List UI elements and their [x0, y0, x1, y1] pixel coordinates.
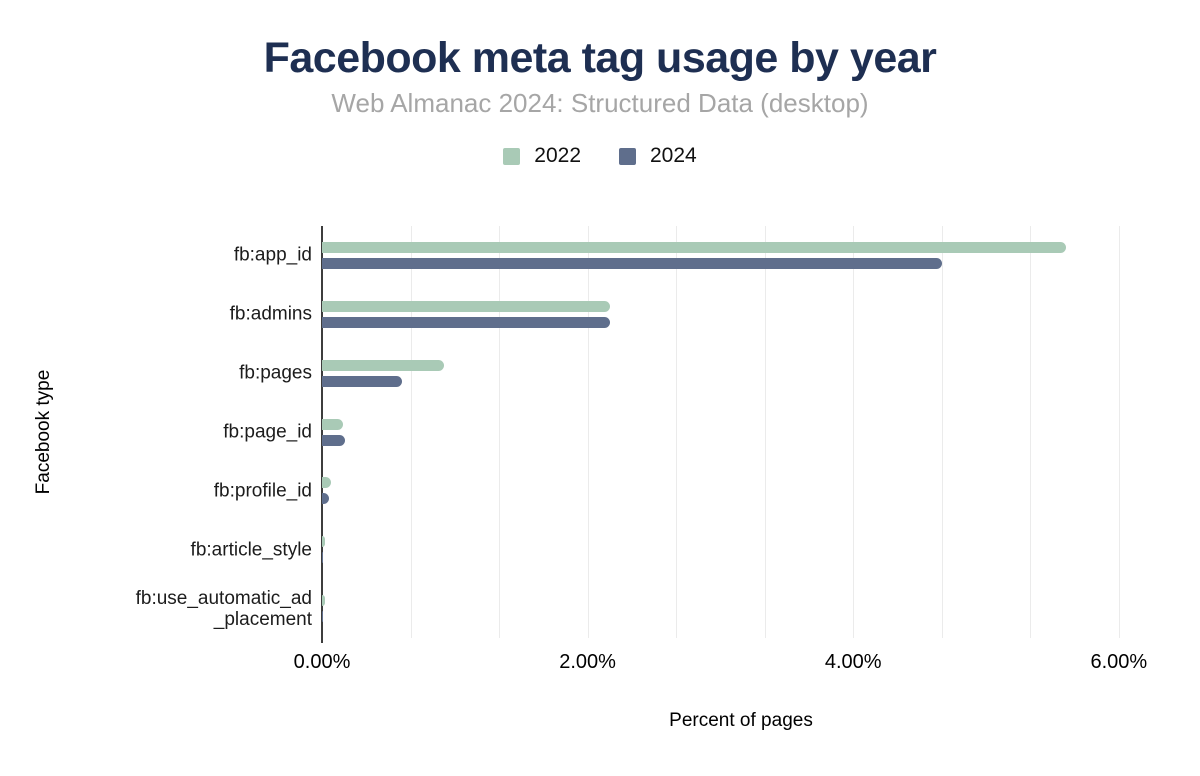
category-label: fb:admins	[229, 303, 312, 325]
legend-item-2022: 2022	[503, 144, 581, 168]
bar-2022[interactable]	[322, 418, 344, 430]
x-tick-label: 4.00%	[824, 651, 882, 673]
category-label: fb:pages	[239, 362, 312, 384]
category-label: fb:page_id	[223, 421, 312, 443]
gridline	[587, 226, 589, 638]
legend: 2022 2024	[0, 144, 1200, 168]
bar-2022[interactable]	[322, 359, 445, 371]
gridline	[764, 226, 766, 638]
category-label: fb:profile_id	[213, 480, 312, 502]
chart-subtitle: Web Almanac 2024: Structured Data (deskt…	[331, 88, 869, 118]
bar-2024[interactable]	[322, 316, 611, 328]
chart-row: fb:profile_id	[214, 461, 1160, 520]
bar-2022[interactable]	[322, 595, 325, 607]
gridline	[499, 226, 501, 638]
gridline	[941, 226, 943, 638]
gridline	[676, 226, 678, 638]
gridline	[410, 226, 412, 638]
chart-row: fb:use_automatic_ad _placement	[136, 579, 1160, 638]
legend-label-2022: 2022	[534, 144, 581, 167]
chart-row: fb:page_id	[223, 403, 1160, 462]
bar-2022[interactable]	[322, 241, 1066, 253]
bar-2022[interactable]	[322, 536, 325, 548]
x-tick-label: 0.00%	[293, 651, 351, 673]
chart-row: fb:admins	[230, 285, 1160, 344]
legend-item-2024: 2024	[619, 144, 697, 168]
gridline	[1030, 226, 1032, 638]
gridline	[853, 226, 855, 638]
legend-swatch-2024	[619, 147, 636, 165]
y-axis-title: Facebook type	[33, 369, 54, 495]
bar-2024[interactable]	[322, 611, 324, 623]
category-label: fb:use_automatic_ad _placement	[135, 587, 312, 630]
legend-swatch-2022	[503, 147, 521, 165]
chart-row: fb:app_id	[234, 226, 1160, 285]
bar-2022[interactable]	[322, 477, 332, 489]
bar-2024[interactable]	[322, 552, 324, 564]
chart-row: fb:pages	[239, 344, 1160, 403]
chart-row: fb:article_style	[191, 520, 1160, 579]
category-label: fb:article_style	[190, 539, 312, 561]
x-tick-label: 2.00%	[559, 651, 616, 673]
gridline	[1118, 226, 1120, 638]
x-tick-label: 6.00%	[1090, 651, 1148, 673]
bar-2022[interactable]	[322, 300, 611, 312]
bar-2024[interactable]	[322, 257, 943, 269]
legend-label-2024: 2024	[650, 144, 697, 167]
bar-2024[interactable]	[322, 434, 345, 446]
x-axis-title: Percent of pages	[669, 710, 813, 731]
plot-area: fb:app_id fb:admins fb:pages fb:page_id fb:p…	[136, 226, 1160, 731]
bar-rows: fb:app_id fb:admins fb:pages fb:page_id fb:p…	[136, 226, 1160, 638]
bar-2024[interactable]	[322, 493, 329, 505]
category-label: fb:app_id	[233, 244, 312, 266]
bar-2024[interactable]	[322, 375, 402, 387]
chart-title: Facebook meta tag usage by year	[263, 34, 937, 82]
